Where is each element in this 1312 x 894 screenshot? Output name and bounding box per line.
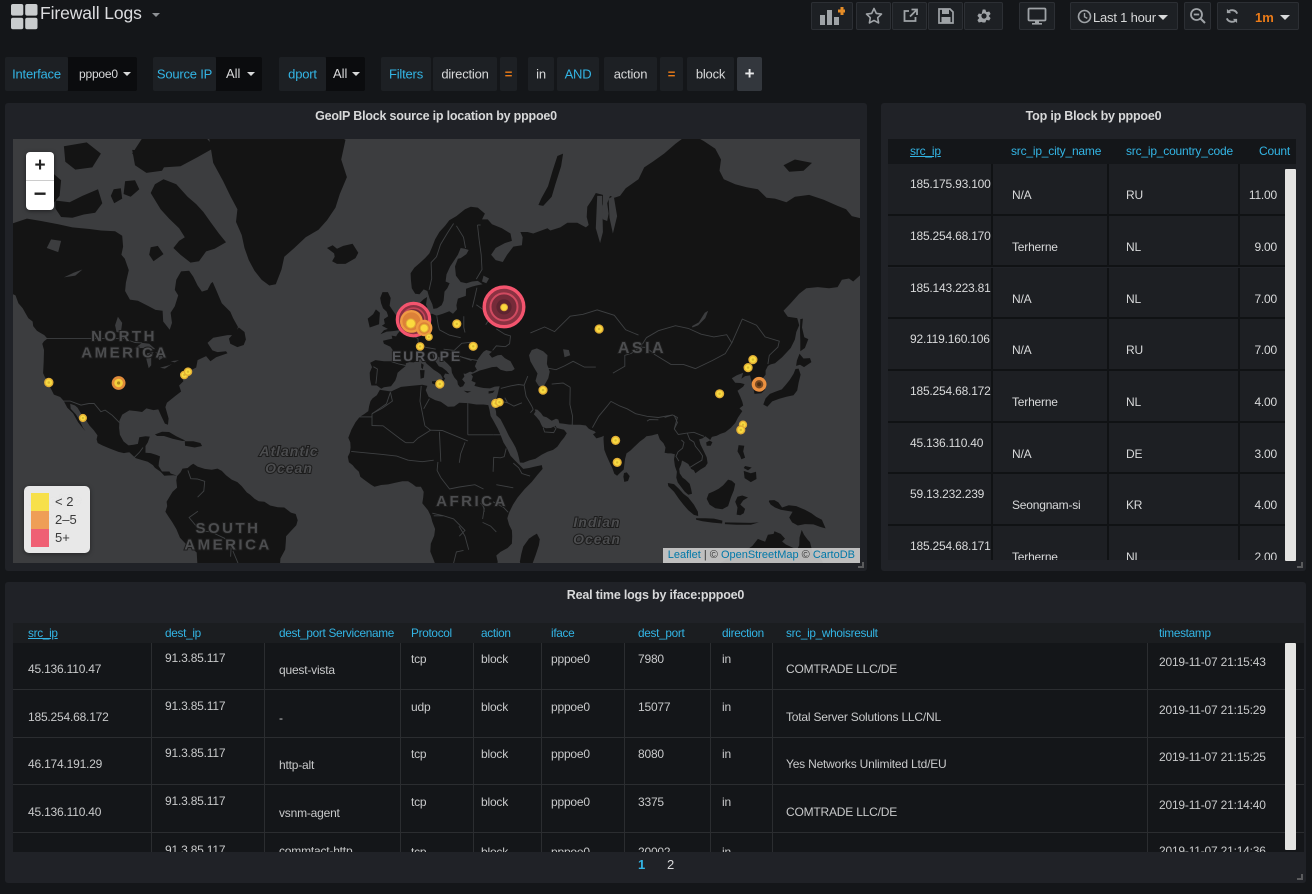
svg-text:Indian: Indian [573, 514, 620, 530]
svg-text:ASIA: ASIA [618, 340, 666, 357]
svg-text:AMERICA: AMERICA [81, 345, 169, 362]
svg-text:AFRICA: AFRICA [436, 493, 508, 510]
svg-text:SOUTH: SOUTH [196, 520, 261, 537]
svg-text:NORTH: NORTH [91, 328, 157, 345]
svg-text:Atlantic: Atlantic [258, 443, 318, 459]
svg-text:Ocean: Ocean [573, 531, 621, 547]
svg-text:AMERICA: AMERICA [184, 537, 272, 554]
svg-text:EUROPE: EUROPE [392, 348, 462, 364]
svg-text:Ocean: Ocean [265, 460, 313, 476]
